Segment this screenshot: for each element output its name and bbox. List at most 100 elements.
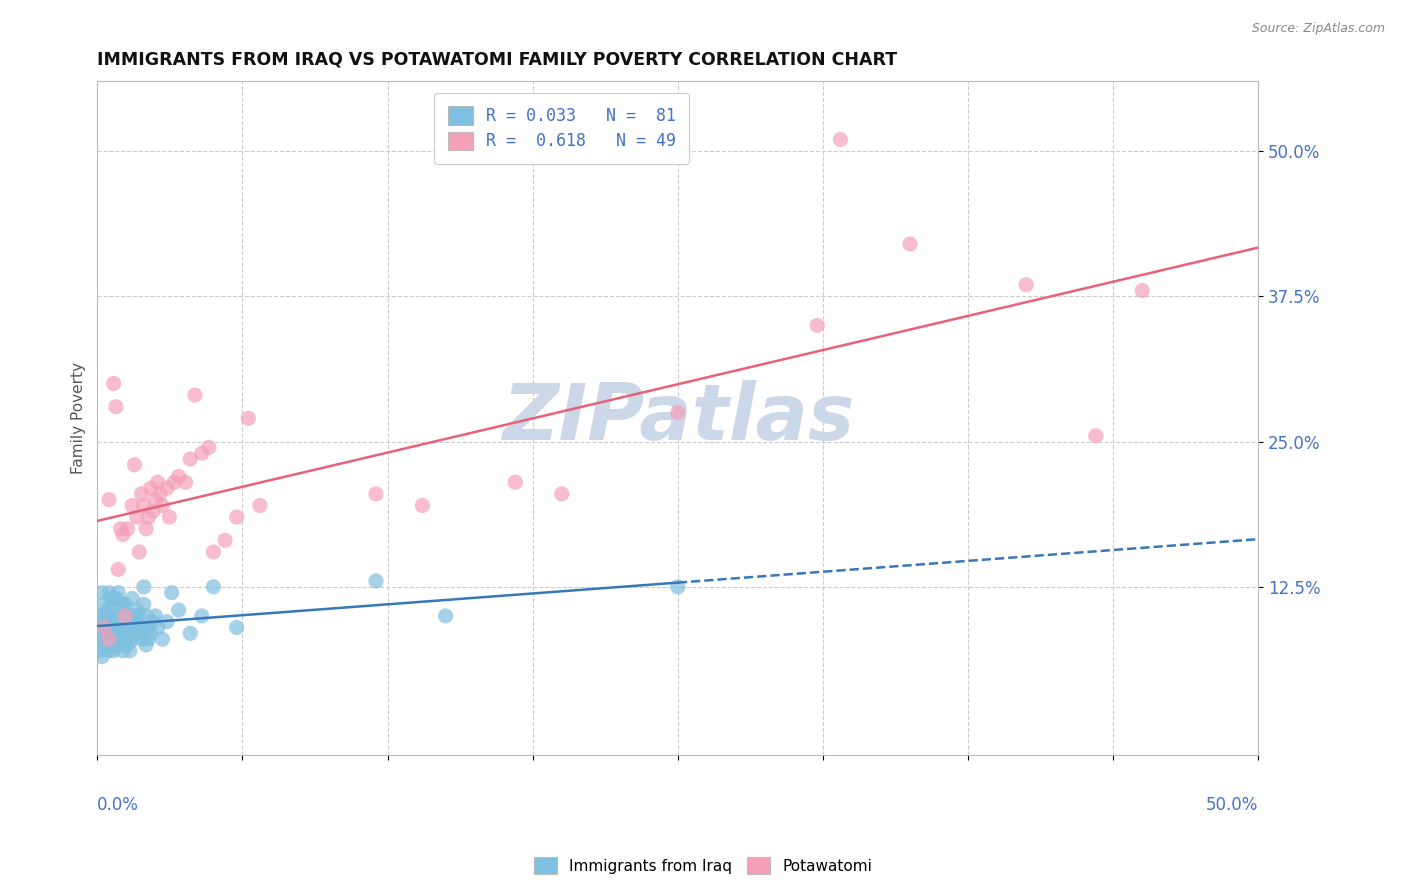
Point — [103, 615, 125, 629]
Point — [96, 603, 118, 617]
Text: 0.0%: 0.0% — [97, 796, 139, 814]
Point — [167, 603, 190, 617]
Point — [125, 603, 148, 617]
Point — [107, 562, 129, 576]
Point — [167, 469, 190, 483]
Point — [191, 446, 214, 460]
Point — [111, 626, 134, 640]
Point — [551, 487, 574, 501]
Point — [160, 585, 183, 599]
Point — [131, 620, 153, 634]
Point — [225, 510, 247, 524]
Point — [97, 632, 120, 647]
Point — [100, 591, 122, 606]
Point — [132, 580, 155, 594]
Point — [110, 638, 132, 652]
Legend: Immigrants from Iraq, Potawatomi: Immigrants from Iraq, Potawatomi — [527, 851, 879, 880]
Point — [114, 597, 136, 611]
Text: ZIPatlas: ZIPatlas — [502, 380, 853, 457]
Point — [131, 487, 153, 501]
Point — [142, 615, 165, 629]
Point — [117, 638, 139, 652]
Point — [107, 632, 129, 647]
Point — [174, 475, 197, 490]
Point — [117, 522, 139, 536]
Point — [191, 608, 214, 623]
Point — [110, 626, 132, 640]
Point — [214, 533, 236, 548]
Point — [149, 487, 172, 501]
Point — [150, 632, 173, 647]
Point — [103, 376, 125, 391]
Point — [124, 626, 146, 640]
Point — [100, 620, 122, 634]
Point — [97, 603, 120, 617]
Point — [830, 132, 852, 146]
Point — [198, 441, 221, 455]
Point — [96, 615, 118, 629]
Point — [97, 632, 120, 647]
Point — [1084, 429, 1107, 443]
Point — [104, 638, 127, 652]
Text: IMMIGRANTS FROM IRAQ VS POTAWATOMI FAMILY POVERTY CORRELATION CHART: IMMIGRANTS FROM IRAQ VS POTAWATOMI FAMIL… — [97, 51, 897, 69]
Text: Source: ZipAtlas.com: Source: ZipAtlas.com — [1251, 22, 1385, 36]
Point — [104, 608, 127, 623]
Point — [93, 620, 115, 634]
Point — [121, 591, 143, 606]
Point — [806, 318, 828, 333]
Point — [145, 492, 167, 507]
Point — [364, 574, 387, 588]
Point — [125, 615, 148, 629]
Point — [249, 499, 271, 513]
Point — [118, 608, 141, 623]
Point — [97, 585, 120, 599]
Point — [135, 608, 157, 623]
Point — [132, 499, 155, 513]
Point — [103, 591, 125, 606]
Point — [91, 649, 114, 664]
Point — [225, 620, 247, 634]
Point — [1015, 277, 1038, 292]
Point — [138, 620, 160, 634]
Point — [110, 522, 132, 536]
Text: 50.0%: 50.0% — [1206, 796, 1258, 814]
Point — [91, 585, 114, 599]
Point — [93, 620, 115, 634]
Point — [110, 608, 132, 623]
Point — [93, 638, 115, 652]
Point — [125, 510, 148, 524]
Point — [114, 608, 136, 623]
Point — [132, 626, 155, 640]
Point — [135, 638, 157, 652]
Point — [666, 405, 689, 419]
Point — [89, 608, 111, 623]
Point — [91, 626, 114, 640]
Point — [124, 608, 146, 623]
Point — [128, 620, 150, 634]
Point — [89, 632, 111, 647]
Point — [114, 608, 136, 623]
Point — [157, 510, 180, 524]
Point — [100, 638, 122, 652]
Point — [202, 545, 225, 559]
Point — [111, 644, 134, 658]
Point — [118, 644, 141, 658]
Point — [128, 608, 150, 623]
Point — [111, 527, 134, 541]
Legend: R = 0.033   N =  81, R =  0.618   N = 49: R = 0.033 N = 81, R = 0.618 N = 49 — [434, 93, 689, 164]
Point — [121, 615, 143, 629]
Point — [93, 597, 115, 611]
Point — [118, 620, 141, 634]
Point — [93, 608, 115, 623]
Point — [110, 597, 132, 611]
Point — [364, 487, 387, 501]
Point — [97, 492, 120, 507]
Point — [128, 545, 150, 559]
Point — [139, 626, 162, 640]
Point — [117, 615, 139, 629]
Point — [114, 632, 136, 647]
Point — [89, 644, 111, 658]
Point — [97, 644, 120, 658]
Point — [202, 580, 225, 594]
Point — [505, 475, 527, 490]
